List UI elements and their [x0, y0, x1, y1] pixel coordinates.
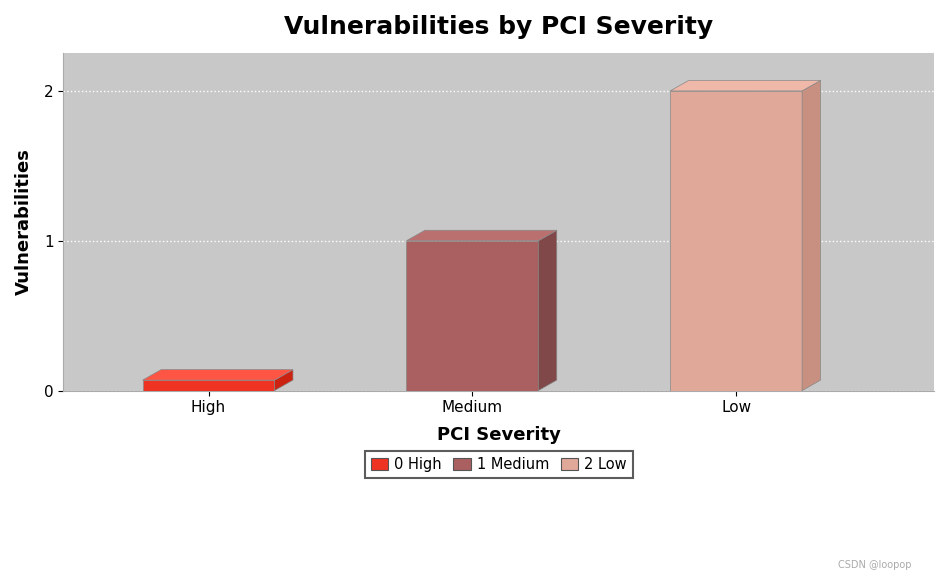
Polygon shape: [802, 80, 821, 391]
Polygon shape: [670, 91, 802, 391]
Y-axis label: Vulnerabilities: Vulnerabilities: [15, 148, 33, 296]
Legend: 0 High, 1 Medium, 2 Low: 0 High, 1 Medium, 2 Low: [365, 451, 633, 478]
Polygon shape: [538, 230, 557, 391]
Polygon shape: [274, 370, 293, 391]
Text: CSDN @loopop: CSDN @loopop: [838, 560, 911, 570]
Polygon shape: [670, 80, 821, 91]
Polygon shape: [406, 241, 538, 391]
X-axis label: PCI Severity: PCI Severity: [437, 427, 561, 445]
Polygon shape: [142, 370, 293, 380]
Polygon shape: [142, 380, 274, 391]
Title: Vulnerabilities by PCI Severity: Vulnerabilities by PCI Severity: [284, 15, 714, 39]
Polygon shape: [406, 230, 557, 241]
